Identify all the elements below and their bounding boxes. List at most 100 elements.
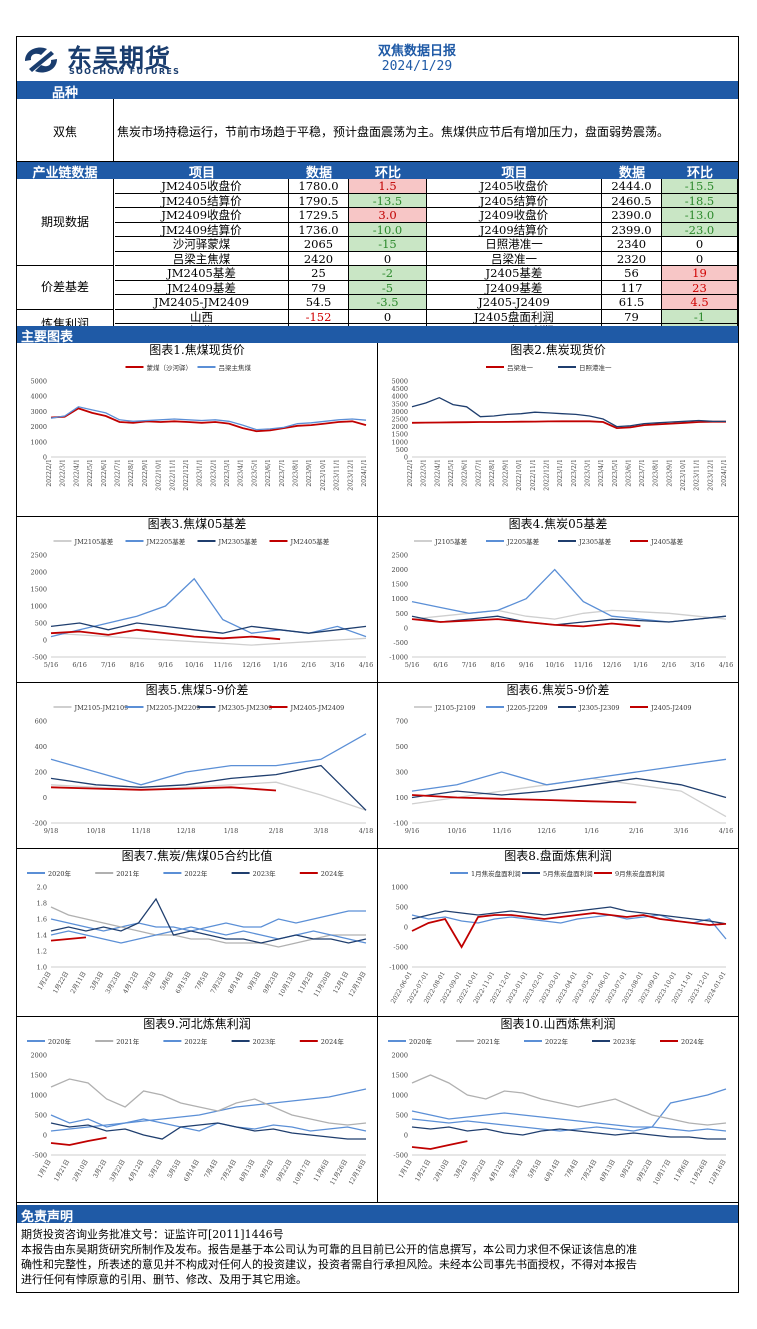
- chart-panel-10: 图表10.山西炼焦利润 2020年 2021年 2022年 2023年 2024年 -500…: [378, 1017, 738, 1203]
- y-tick-label: -1000: [389, 654, 408, 662]
- market-comment: 焦炭市场持稳运行，节前市场趋于平稳，预计盘面震荡为主。焦煤供应节后有增加压力，盘…: [117, 125, 670, 139]
- x-tick-label: 2022/9/1: [142, 459, 149, 487]
- legend-entry: J2205基差: [486, 537, 540, 546]
- table-cell-r-chg: -18.5: [662, 193, 738, 208]
- y-tick-label: -200: [32, 820, 47, 828]
- x-tick-label: 2022/12/1: [544, 459, 551, 491]
- table-cell-r-chg: -23.0: [662, 222, 738, 237]
- legend-label: 2020年: [48, 1037, 72, 1046]
- y-tick-label: 2000: [30, 423, 47, 431]
- series-line: [411, 420, 726, 430]
- x-tick-label: 2022/4/1: [73, 459, 80, 487]
- table-cell-l-val: 25: [289, 266, 349, 281]
- y-tick-label: 0: [404, 624, 408, 632]
- y-tick-label: 600: [35, 718, 47, 726]
- x-tick-label: 11月6日: [673, 1159, 691, 1183]
- legend-label: JM2305基差: [218, 537, 258, 546]
- disclaimer-line-1: 本报告由东吴期货研究所制作及发布。报告是基于本公司认为可靠的且目前已公开的信息撰…: [21, 1243, 637, 1256]
- y-tick-label: -500: [32, 654, 47, 662]
- soochow-logo-icon: [25, 47, 57, 73]
- x-tick-label: 10月17日: [292, 1159, 312, 1187]
- legend-label: 2023年: [253, 869, 277, 878]
- x-tick-label: 2023/7/1: [279, 459, 286, 487]
- y-tick-label: 2500: [391, 416, 408, 424]
- col-header-item-right: 项目: [501, 166, 528, 181]
- series-line: [411, 615, 727, 626]
- x-tick-label: 2023/11/1: [694, 459, 701, 491]
- chart-svg: 2020年 2021年 2022年 2023年 2024年 1.0 1.2 1.4 1.6 1.8…: [27, 869, 368, 999]
- y-tick-label: 500: [396, 1112, 408, 1120]
- x-tick-label: 2023/3/1: [584, 459, 591, 487]
- x-tick-label: 10月13日: [278, 971, 298, 999]
- table-cell-r-item: J2409结算价: [427, 222, 602, 237]
- legend-label: J2405-J2409: [650, 704, 692, 712]
- legend-entry: JM2105-JM2109: [53, 704, 128, 712]
- table-cell-l-val: -152: [289, 309, 349, 324]
- y-tick-label: 4000: [30, 393, 47, 401]
- x-tick-label: 11/16: [574, 661, 593, 669]
- table-cell-r-chg: -1: [662, 309, 738, 324]
- y-tick-label: 1000: [30, 603, 47, 611]
- chart-panel-1: 图表1.焦煤现货价 蒙煤（沙河驿） 吕梁主焦煤 0 1000 2000 3000 4000 50…: [17, 343, 378, 517]
- y-tick-label: -500: [32, 1152, 47, 1160]
- x-tick-label: 11月2日: [297, 971, 315, 995]
- y-tick-label: 2000: [391, 423, 408, 431]
- y-tick-label: 200: [35, 769, 47, 777]
- x-tick-label: 9月22日: [275, 1159, 293, 1183]
- table-cell-l-item: JM2409基差: [115, 280, 289, 295]
- legend-entry: 2024年: [299, 869, 344, 878]
- x-tick-label: 2023/6/1: [265, 459, 272, 487]
- disclaimer-bar: 免责声明: [17, 1205, 738, 1225]
- y-tick-label: 3000: [30, 408, 47, 416]
- x-tick-label: 9月23日: [262, 971, 280, 995]
- y-tick-label: 2000: [30, 569, 47, 577]
- x-tick-label: 8/16: [490, 661, 505, 669]
- legend-label: JM2205基差: [146, 537, 186, 546]
- report-page: 东吴期货 SOOCHOW FUTURES 双焦数据日报 2024/1/29 品种…: [16, 36, 739, 1293]
- variety-label: 品种: [51, 86, 78, 101]
- x-tick-label: 2023/12/1: [707, 459, 714, 491]
- x-tick-label: 8/16: [130, 661, 145, 669]
- table-cell-l-val: 1780.0: [289, 179, 349, 194]
- x-tick-label: 1/16: [584, 827, 599, 835]
- y-tick-label: -1000: [389, 964, 408, 972]
- x-tick-label: 2022/8/1: [128, 459, 135, 487]
- x-tick-label: 6月14日: [543, 1159, 561, 1183]
- table-cell-l-item: JM2405基差: [115, 266, 289, 281]
- legend-label: J2105-J2109: [434, 704, 476, 712]
- legend-entry: 9月焦炭盘面利润: [594, 869, 665, 878]
- x-tick-label: 4月12日: [127, 1159, 145, 1183]
- legend-label: J2105基差: [434, 537, 468, 546]
- x-tick-label: 10/16: [545, 661, 564, 669]
- y-tick-label: 500: [35, 620, 47, 628]
- x-tick-label: 2023/5/1: [251, 459, 258, 487]
- x-tick-label: 2月10日: [433, 1159, 451, 1183]
- table-cell-l-chg: 1.5: [349, 179, 427, 194]
- table-cell-l-val: 54.5: [289, 295, 349, 310]
- x-tick-label: 7月24日: [220, 1159, 238, 1183]
- table-cell-l-chg: -10.0: [349, 222, 427, 237]
- series-line: [50, 936, 87, 942]
- x-tick-label: 10月17日: [652, 1159, 672, 1187]
- y-tick-label: 0: [404, 454, 408, 462]
- legend-entry: 2022年: [163, 1037, 208, 1046]
- legend-entry: J2105基差: [414, 537, 468, 546]
- y-tick-label: 700: [396, 718, 408, 726]
- x-tick-label: 7月4日: [203, 1159, 219, 1180]
- x-tick-label: 9月22日: [636, 1159, 654, 1183]
- x-tick-label: 2022/12/1: [183, 459, 190, 491]
- legend-label: 吕梁准一: [507, 363, 534, 372]
- x-tick-label: 8月13日: [238, 1159, 256, 1183]
- x-tick-label: 5月2日: [142, 971, 158, 992]
- x-tick-label: 2022/6/1: [462, 459, 469, 487]
- legend-label: JM2305-JM2309: [218, 704, 273, 712]
- legend-entry: 吕梁准一: [486, 363, 534, 372]
- x-tick-label: 3/16: [330, 661, 345, 669]
- x-tick-label: 3月2日: [92, 1159, 108, 1180]
- table-cell-l-item: JM2409结算价: [115, 222, 289, 237]
- y-tick-label: 1500: [391, 1072, 408, 1080]
- section-label: 产业链数据: [32, 166, 98, 181]
- x-tick-label: 2022/8/1: [489, 459, 496, 487]
- table-cell-l-chg: 0: [349, 309, 427, 324]
- legend-entry: 1月焦炭盘面利润: [450, 869, 521, 878]
